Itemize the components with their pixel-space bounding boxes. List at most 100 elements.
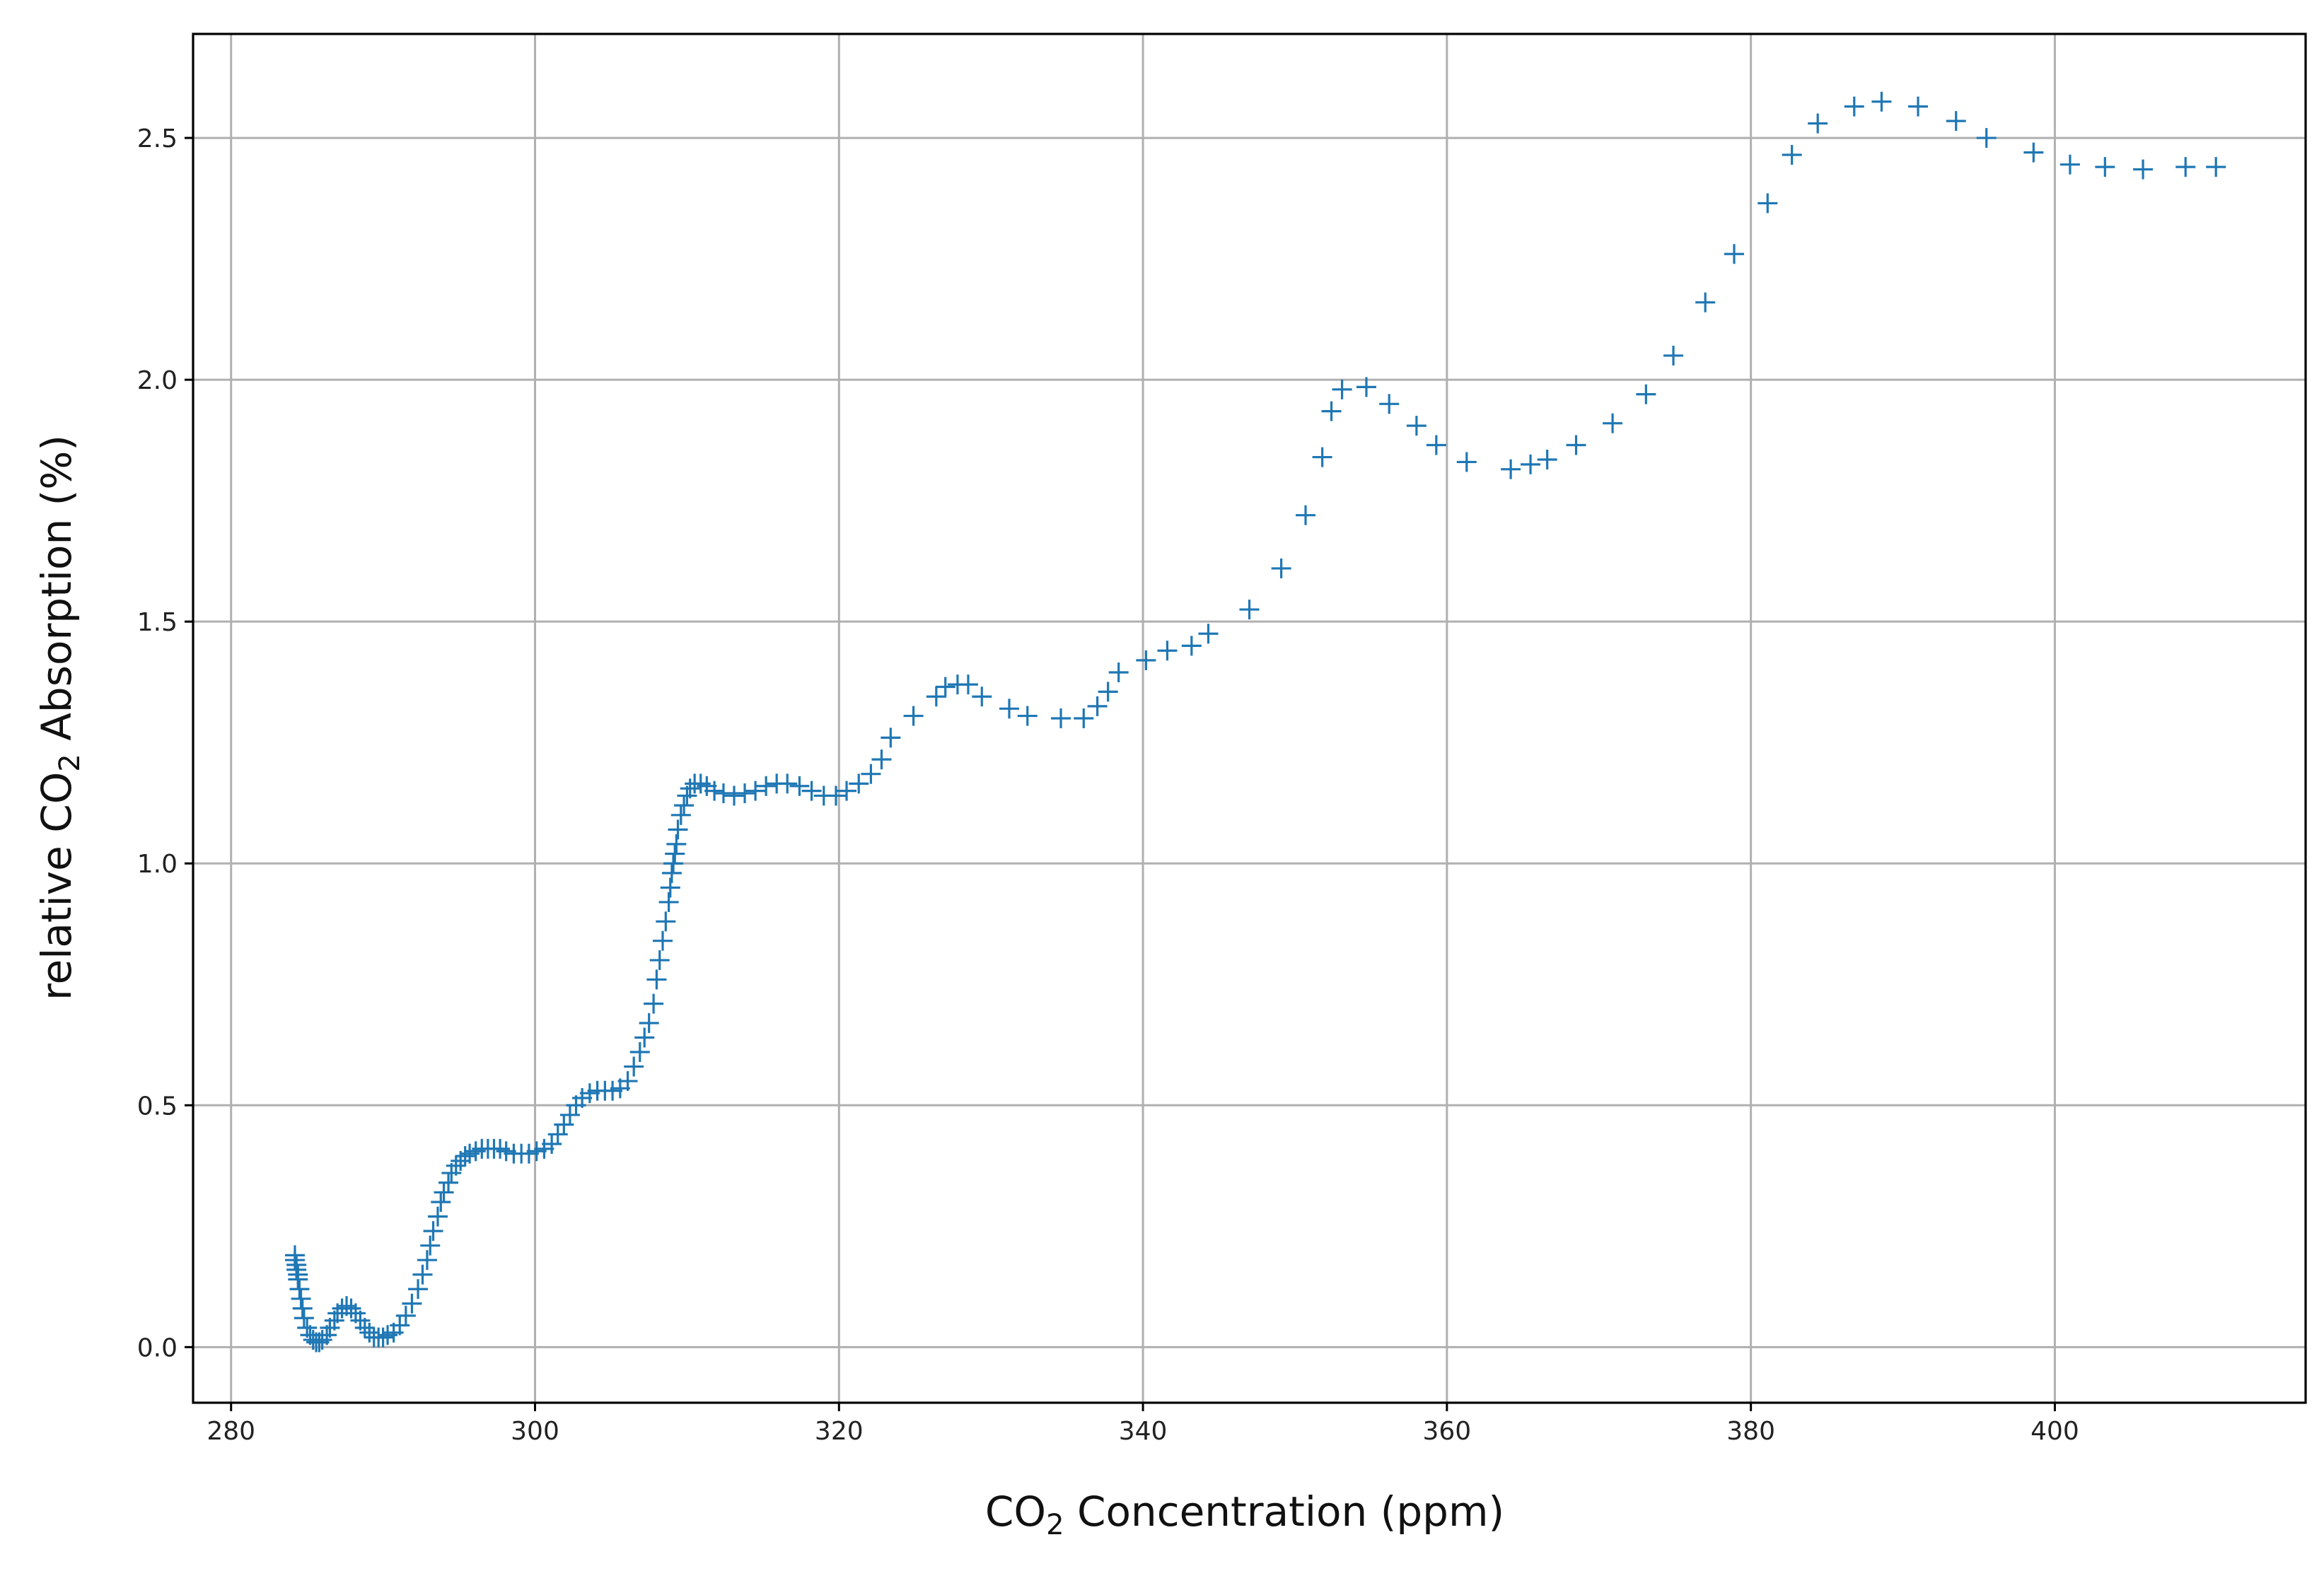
data-point [617, 1071, 638, 1092]
y-tick-label: 1.5 [137, 608, 178, 637]
y-axis-title: relative CO2 Absorption (%) [33, 435, 86, 1000]
data-point [670, 805, 691, 825]
data-point [1566, 435, 1586, 455]
data-point [1871, 91, 1892, 112]
data-point [639, 1012, 659, 1033]
data-point [438, 1172, 459, 1193]
data-point [629, 1042, 650, 1063]
data-point [972, 687, 992, 707]
data-point [1724, 244, 1745, 264]
data-point [756, 776, 777, 796]
data-point [1946, 111, 1966, 132]
data-point [395, 1305, 416, 1326]
x-tick-label: 400 [2030, 1417, 2079, 1446]
data-point [653, 930, 673, 951]
data-point [1782, 145, 1802, 165]
data-point [284, 1250, 305, 1271]
data-point [312, 1330, 332, 1350]
data-point [354, 1317, 375, 1338]
data-point [745, 781, 766, 801]
data-point [417, 1250, 437, 1271]
data-point [373, 1327, 393, 1348]
data-point [434, 1182, 454, 1203]
data-point [665, 843, 685, 864]
data-point [646, 969, 667, 990]
data-point [926, 687, 946, 707]
data-point [660, 877, 680, 898]
data-point [286, 1259, 307, 1280]
data-point [1808, 113, 1828, 134]
data-point [663, 853, 684, 874]
data-point [1098, 682, 1118, 702]
data-point [288, 1269, 308, 1290]
data-point [644, 993, 664, 1014]
data-point [649, 950, 670, 971]
data-point [1321, 401, 1342, 421]
data-point [1136, 650, 1156, 670]
data-point [2133, 159, 2154, 180]
data-point [455, 1146, 475, 1167]
data-point [292, 1298, 313, 1319]
axis-ticks: 280 300 320 340 360 380 400 0.0 0.5 1.0 1.5 2.0 2.5 [137, 124, 2079, 1446]
data-point [1379, 394, 1400, 414]
data-point [704, 781, 725, 801]
data-point [1108, 662, 1129, 683]
data-point [1757, 193, 1778, 214]
data-point [341, 1298, 361, 1319]
data-point [999, 699, 1019, 719]
data-point [2059, 154, 2080, 175]
data-point [402, 1293, 422, 1314]
data-point [1501, 459, 1521, 479]
data-point [958, 674, 978, 695]
x-tick-label: 380 [1726, 1417, 1775, 1446]
data-point [359, 1322, 380, 1343]
data-point [1017, 706, 1038, 726]
data-point [658, 892, 679, 912]
data-point [666, 834, 687, 854]
data-markers [284, 91, 2226, 1353]
data-point [1239, 600, 1260, 620]
data-point [837, 781, 857, 801]
data-point [724, 786, 745, 806]
data-point [624, 1056, 644, 1077]
data-point [1603, 413, 1623, 433]
y-tick-label: 2.5 [137, 124, 178, 153]
data-point [1051, 708, 1071, 728]
x-tick-label: 360 [1423, 1417, 1472, 1446]
data-point [1695, 292, 1716, 313]
data-point [861, 764, 881, 784]
data-point [1976, 128, 1997, 148]
data-point [1844, 96, 1864, 117]
data-point [2206, 157, 2226, 177]
y-tick-label: 0.5 [137, 1092, 178, 1121]
data-point [777, 773, 798, 794]
data-point [1312, 447, 1332, 467]
y-tick-label: 0.0 [137, 1333, 178, 1362]
data-point [289, 1279, 310, 1300]
data-point [674, 795, 695, 816]
data-point [1271, 558, 1291, 578]
data-point [1406, 416, 1427, 436]
data-point [1521, 454, 1541, 474]
data-point [668, 819, 688, 840]
data-point [412, 1264, 433, 1285]
data-point [735, 783, 755, 804]
data-point [825, 786, 846, 806]
data-point [1426, 435, 1446, 455]
data-point [2175, 157, 2196, 177]
data-point [849, 773, 869, 794]
data-point [427, 1206, 448, 1227]
data-point [713, 783, 733, 804]
data-point [2095, 157, 2115, 177]
data-point [1296, 505, 1316, 525]
data-point [431, 1192, 451, 1213]
data-point [1663, 345, 1684, 366]
x-axis-title: CO2 Concentration (ppm) [985, 1488, 1504, 1541]
data-point [1908, 96, 1929, 117]
data-point [801, 781, 822, 801]
y-tick-label: 2.0 [137, 366, 178, 395]
data-point [871, 749, 892, 770]
data-point [1074, 708, 1094, 728]
